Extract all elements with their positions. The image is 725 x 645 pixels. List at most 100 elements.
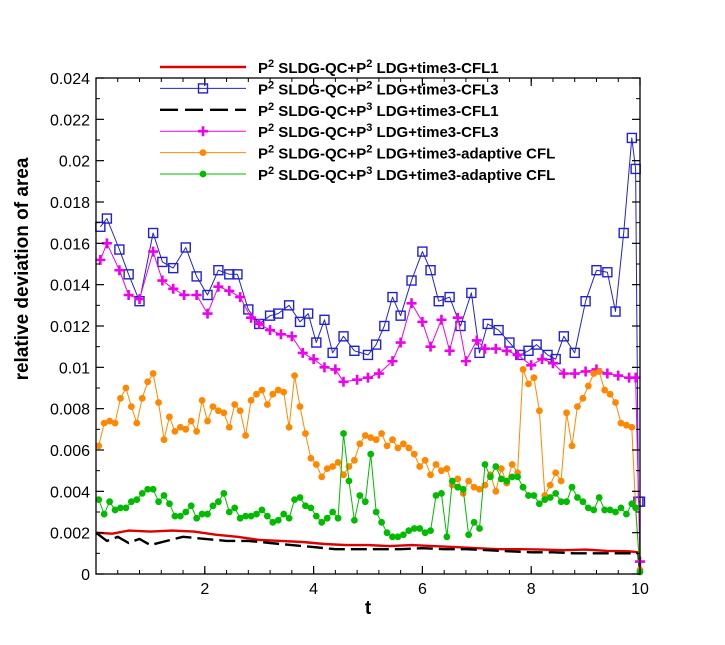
- data-point: [253, 390, 260, 398]
- data-point: [623, 421, 630, 429]
- series-4: [95, 238, 645, 567]
- data-point: [421, 456, 429, 464]
- data-point: [367, 450, 375, 458]
- data-point: [198, 397, 206, 404]
- data-point: [617, 504, 625, 512]
- data-point: [193, 428, 201, 435]
- data-point: [224, 269, 235, 280]
- data-point: [492, 463, 500, 470]
- data-point: [535, 500, 543, 508]
- data-point: [191, 271, 202, 282]
- data-point: [569, 347, 580, 359]
- data-point: [302, 308, 314, 319]
- data-point: [352, 374, 363, 385]
- data-point: [383, 529, 391, 537]
- data-point: [613, 370, 624, 381]
- data-point: [312, 461, 320, 468]
- data-point: [209, 502, 217, 510]
- data-point: [552, 469, 560, 477]
- legend-swatch-marker: [199, 149, 207, 157]
- data-point: [307, 454, 315, 462]
- y-axis-title: relative deviation of area: [12, 157, 33, 380]
- data-point: [580, 296, 591, 307]
- data-point: [595, 368, 603, 375]
- legend-entry: P2 SLDG-QC+P3 LDG+time3-CFL1: [160, 101, 499, 120]
- data-point: [133, 496, 141, 503]
- data-point: [296, 494, 304, 501]
- data-point: [123, 290, 134, 300]
- data-point: [231, 504, 239, 512]
- data-point: [340, 471, 347, 479]
- data-point: [626, 132, 638, 144]
- data-point: [338, 376, 349, 387]
- data-point: [574, 494, 581, 501]
- data-point: [319, 314, 330, 325]
- data-point: [512, 349, 523, 360]
- data-point: [465, 531, 473, 539]
- data-point: [584, 382, 592, 390]
- data-point: [318, 473, 326, 481]
- data-point: [122, 384, 130, 392]
- data-point: [209, 403, 217, 410]
- y-tick-label: 0: [81, 567, 90, 584]
- data-point: [405, 527, 413, 534]
- data-point: [147, 227, 159, 239]
- data-point: [319, 362, 330, 373]
- data-point: [236, 407, 244, 415]
- data-point: [127, 403, 135, 410]
- series-2: [95, 132, 646, 507]
- data-point: [123, 269, 134, 280]
- data-point: [182, 425, 190, 433]
- data-point: [263, 401, 271, 408]
- data-point: [378, 430, 385, 437]
- data-point: [443, 533, 451, 541]
- data-point: [379, 320, 390, 332]
- y-tick-label: 0.006: [50, 443, 90, 460]
- data-point: [535, 407, 543, 415]
- data-point: [215, 407, 222, 415]
- data-point: [436, 314, 447, 325]
- data-point: [180, 242, 191, 253]
- data-point: [591, 265, 602, 276]
- legend-label: P2 SLDG-QC+P3 LDG+time3-CFL3: [258, 122, 499, 141]
- data-point: [612, 508, 619, 516]
- data-point: [606, 506, 614, 514]
- data-point: [307, 504, 315, 512]
- data-point: [160, 436, 168, 444]
- data-point: [618, 227, 629, 239]
- y-tick-label: 0.012: [50, 319, 90, 336]
- data-point: [558, 368, 569, 379]
- data-point: [191, 290, 202, 300]
- series-3: [95, 531, 642, 573]
- data-point: [476, 525, 483, 532]
- data-point: [590, 370, 598, 377]
- data-point: [427, 471, 434, 479]
- data-point: [490, 343, 501, 354]
- data-point: [537, 354, 548, 365]
- legend-entry: P2 SLDG-QC+P2 LDG+time3-adaptive CFL: [160, 144, 555, 163]
- data-point: [425, 265, 436, 276]
- data-point: [387, 356, 398, 367]
- data-point: [155, 498, 162, 506]
- data-point: [138, 394, 146, 402]
- legend-entry: P2 SLDG-QC+P2 LDG+time3-CFL3: [160, 79, 499, 98]
- data-point: [530, 492, 538, 499]
- data-point: [157, 256, 168, 268]
- data-point: [479, 343, 490, 354]
- data-point: [220, 490, 228, 497]
- data-point: [628, 423, 636, 431]
- data-point: [198, 510, 206, 518]
- series-line: [95, 531, 642, 573]
- data-point: [389, 533, 396, 541]
- data-point: [247, 397, 255, 404]
- legend-label: P2 SLDG-QC+P2 LDG+time3-adaptive CFL: [258, 144, 555, 163]
- data-point: [338, 331, 349, 342]
- data-point: [481, 461, 489, 468]
- data-point: [351, 456, 358, 464]
- data-point: [425, 341, 436, 352]
- data-point: [95, 442, 103, 450]
- data-point: [623, 510, 630, 518]
- data-point: [133, 419, 141, 427]
- data-point: [202, 289, 213, 301]
